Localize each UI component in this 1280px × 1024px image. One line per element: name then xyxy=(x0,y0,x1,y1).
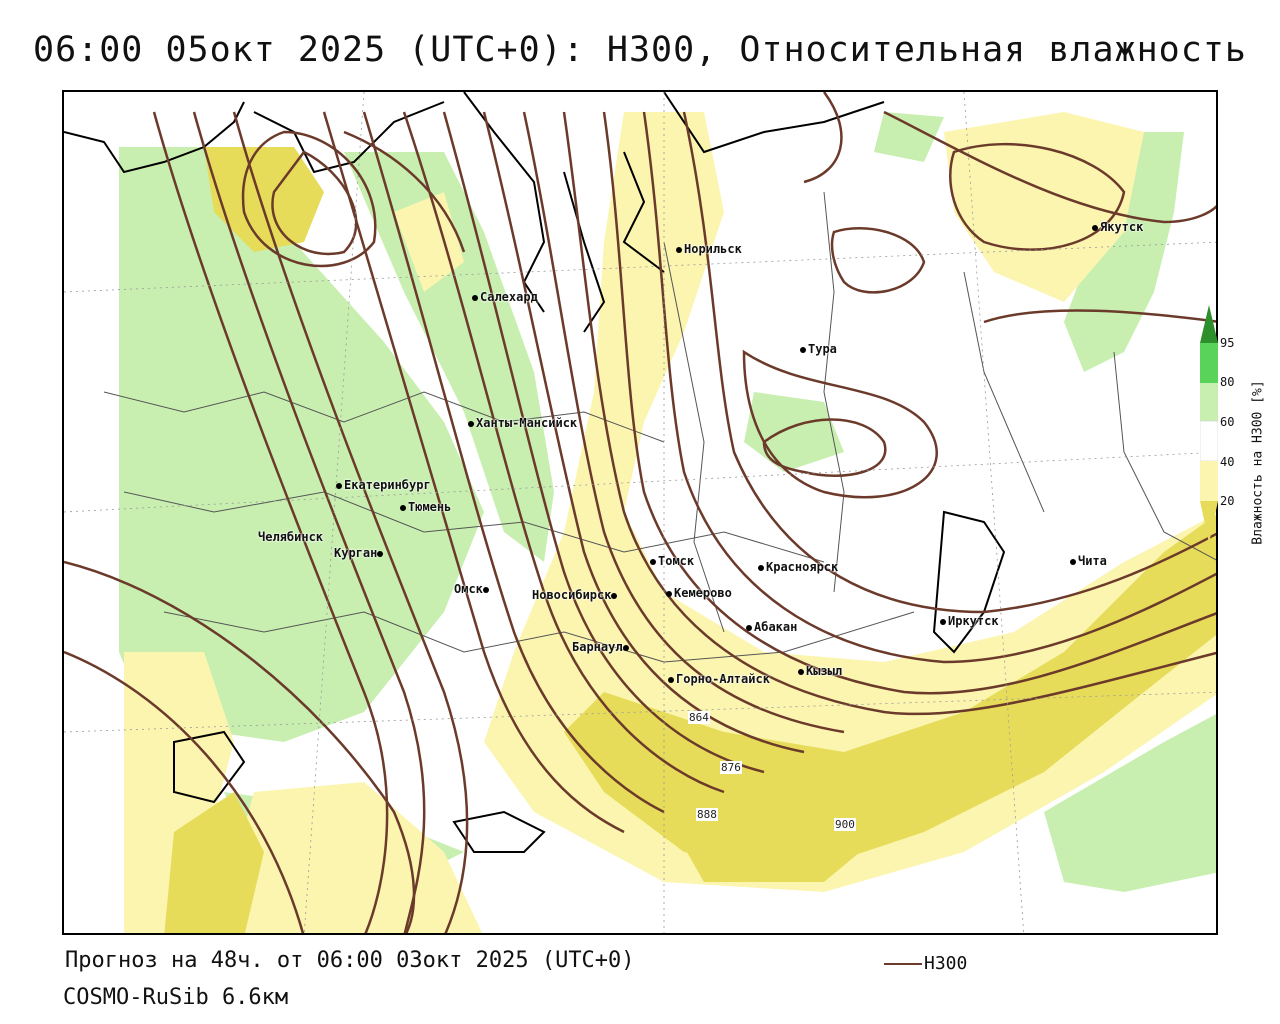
city-dot-icon xyxy=(611,592,618,599)
city-dot-icon xyxy=(676,246,682,253)
city-chita: Чита xyxy=(1070,554,1107,568)
city-dot-icon xyxy=(336,482,342,489)
city-dot-icon xyxy=(746,624,752,631)
city-dot-icon xyxy=(798,668,804,675)
colorbar-tick: 20 xyxy=(1220,494,1235,508)
city-norilsk: Норильск xyxy=(676,242,742,256)
city-dot-icon xyxy=(622,644,629,651)
city-dot-icon xyxy=(668,676,674,683)
map-title: 06:00 05окт 2025 (UTC+0): H300, Относите… xyxy=(33,30,1247,70)
city-dot-icon xyxy=(758,564,764,571)
city-dot-icon xyxy=(377,550,384,557)
city-dot-icon xyxy=(650,558,656,565)
city-dot-icon xyxy=(472,294,478,301)
graticule xyxy=(64,92,1216,933)
city-gorno-altaysk: Горно-Алтайск xyxy=(668,672,770,686)
contour-label: 888 xyxy=(696,808,718,821)
colorbar-tick: 60 xyxy=(1220,415,1235,429)
city-khanty-mansiysk: Ханты-Мансийск xyxy=(468,416,577,430)
forecast-info: Прогноз на 48ч. от 06:00 03окт 2025 (UTC… xyxy=(65,948,635,973)
city-omsk: Омск xyxy=(454,582,491,596)
city-irkutsk: Иркутск xyxy=(940,614,999,628)
weather-map: Норильск Якутск Салехард Тура Ханты-Манс… xyxy=(62,90,1218,935)
colorbar-title: Влажность на H300 [%] xyxy=(1250,380,1266,545)
legend-label: H300 xyxy=(924,953,968,974)
contour-legend: H300 xyxy=(884,953,967,974)
city-dot-icon xyxy=(800,346,806,353)
city-novosibirsk: Новосибирск xyxy=(532,588,619,602)
map-canvas xyxy=(64,92,1216,933)
contour-label: 864 xyxy=(688,711,710,724)
city-dot-icon xyxy=(940,618,946,625)
humidity-yellow-zones xyxy=(164,147,1216,933)
city-tyumen: Тюмень xyxy=(400,500,451,514)
city-kurgan: Курган xyxy=(334,546,385,560)
humidity-colorbar xyxy=(1200,305,1218,543)
city-dot-icon xyxy=(468,420,474,427)
city-barnaul: Барнаул xyxy=(572,640,631,654)
colorbar-tick: 80 xyxy=(1220,375,1235,389)
city-kyzyl: Кызыл xyxy=(798,664,842,678)
contour-label: 900 xyxy=(834,818,856,831)
contour-line-icon xyxy=(884,963,922,965)
city-dot-icon xyxy=(482,586,489,593)
city-dot-icon xyxy=(666,590,672,597)
coastlines xyxy=(64,92,1006,853)
city-dot-icon xyxy=(1070,558,1076,565)
city-dot-icon xyxy=(400,504,406,511)
city-krasnoyarsk: Красноярск xyxy=(758,560,838,574)
contour-label: 876 xyxy=(720,761,742,774)
city-kemerovo: Кемерово xyxy=(666,586,732,600)
city-yekaterinburg: Екатеринбург xyxy=(336,478,431,492)
city-abakan: Абакан xyxy=(746,620,797,634)
colorbar-tick: 95 xyxy=(1220,336,1235,350)
region-borders xyxy=(103,191,1216,663)
colorbar-tick: 40 xyxy=(1220,455,1235,469)
city-dot-icon xyxy=(1092,224,1098,231)
model-name: COSMO-RuSib 6.6км xyxy=(63,985,289,1010)
city-salekhard: Салехард xyxy=(472,290,538,304)
city-tura: Тура xyxy=(800,342,837,356)
city-tomsk: Томск xyxy=(650,554,694,568)
city-chelyabinsk: Челябинск xyxy=(258,530,324,544)
city-yakutsk: Якутск xyxy=(1092,220,1143,234)
